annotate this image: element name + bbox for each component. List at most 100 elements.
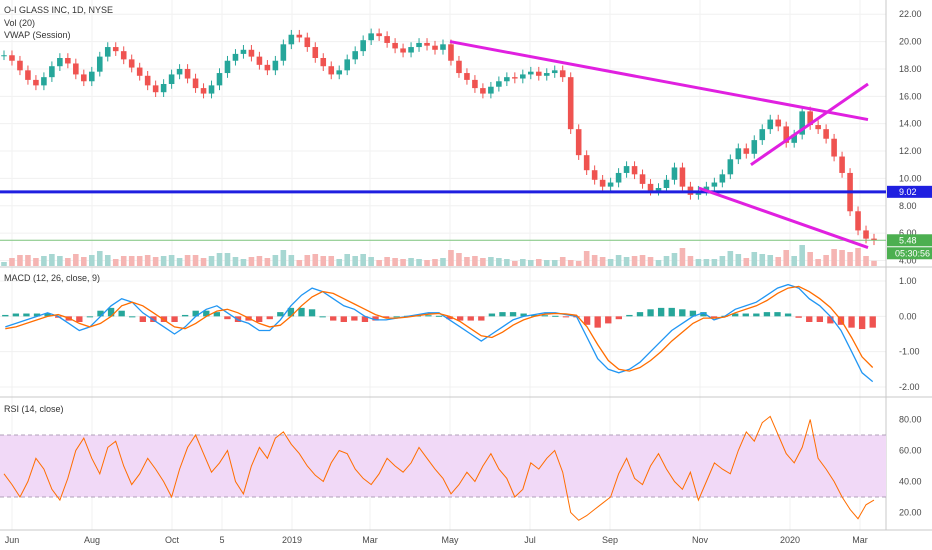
volume-bar xyxy=(297,260,303,266)
macd-histogram-bar xyxy=(468,316,474,320)
price-tick-label: 20.00 xyxy=(899,37,922,47)
price-tick-label: 22.00 xyxy=(899,9,922,19)
macd-histogram-bar xyxy=(298,308,304,316)
candle-body xyxy=(472,80,478,88)
volume-bar xyxy=(576,261,582,266)
volume-bar xyxy=(592,255,598,266)
volume-bar xyxy=(265,258,271,266)
candle-body xyxy=(65,58,71,63)
candle-body xyxy=(57,58,63,66)
macd-histogram-bar xyxy=(817,316,823,322)
price-tick-label: 10.00 xyxy=(899,173,922,183)
candle-body xyxy=(273,61,279,71)
macd-histogram-bar xyxy=(267,316,273,319)
volume-bar xyxy=(241,259,247,266)
candle-body xyxy=(831,139,837,157)
macd-histogram-bar xyxy=(13,314,19,317)
candle-body xyxy=(249,50,255,57)
candle-body xyxy=(384,36,390,43)
volume-bar xyxy=(97,251,103,266)
candle-body xyxy=(728,159,734,174)
candle-body xyxy=(855,211,861,230)
volume-bar xyxy=(121,256,127,266)
candle-body xyxy=(297,35,303,38)
macd-histogram-bar xyxy=(542,315,548,316)
volume-bar xyxy=(584,251,590,266)
volume-bar xyxy=(328,256,334,266)
volume-bar xyxy=(400,259,406,266)
macd-histogram-bar xyxy=(140,316,146,322)
rsi-band xyxy=(0,435,886,497)
volume-bar xyxy=(65,258,71,266)
macd-histogram-bar xyxy=(785,314,791,317)
macd-histogram-bar xyxy=(182,315,188,316)
macd-histogram-bar xyxy=(658,308,664,316)
macd-histogram-bar xyxy=(256,316,262,322)
volume-bar xyxy=(704,259,710,266)
candle-body xyxy=(105,47,111,57)
volume-bar xyxy=(767,255,773,266)
rsi-tick-label: 80.00 xyxy=(899,415,922,425)
volume-bar xyxy=(831,249,837,266)
macd-histogram-bar xyxy=(319,316,325,317)
rsi-tick-label: 40.00 xyxy=(899,477,922,487)
volume-bar xyxy=(105,255,111,266)
volume-bar xyxy=(368,257,374,266)
candle-body xyxy=(257,57,263,65)
macd-tick-label: -2.00 xyxy=(899,382,920,392)
price-axis: 4.00 6.00 8.00 10.00 12.00 14.00 16.00 18.00 20.… xyxy=(887,9,932,517)
macd-histogram-bar xyxy=(277,312,283,316)
candle-body xyxy=(177,69,183,74)
macd-histogram-bar xyxy=(743,314,749,317)
price-tick-label: 8.00 xyxy=(899,201,917,211)
candle-body xyxy=(41,77,47,85)
volume-bar xyxy=(1,262,7,266)
candle-body xyxy=(153,85,159,92)
macd-histogram-bar xyxy=(795,316,801,317)
candle-body xyxy=(751,140,757,154)
volume-bar xyxy=(352,256,358,266)
macd-histogram-bar xyxy=(679,309,685,316)
volume-bar xyxy=(336,259,342,266)
volume-bar xyxy=(632,256,638,266)
candle-body xyxy=(432,46,438,50)
candle-body xyxy=(560,70,566,77)
candle-body xyxy=(823,129,829,139)
macd-histogram-bar xyxy=(224,316,230,319)
volume-bar xyxy=(408,258,414,266)
volume-bar xyxy=(233,257,239,266)
macd-histogram-bar xyxy=(23,314,29,317)
candle-body xyxy=(504,77,510,81)
volume-bar xyxy=(720,256,726,266)
price-tick-label: 14.00 xyxy=(899,119,922,129)
level-badge: 9.02 xyxy=(899,187,917,197)
candle-body xyxy=(320,58,326,66)
candle-body xyxy=(552,70,558,73)
volume-bar xyxy=(273,255,279,266)
time-tick-label: Aug xyxy=(84,535,100,545)
macd-histogram-bar xyxy=(351,316,357,320)
candle-body xyxy=(368,33,374,40)
volume-bar xyxy=(728,251,734,266)
price-tick-label: 12.00 xyxy=(899,146,922,156)
candle-body xyxy=(672,167,678,179)
volume-bar xyxy=(320,256,326,266)
candle-body xyxy=(129,59,135,67)
candle-body xyxy=(416,43,422,47)
last-price-badge: 5.48 xyxy=(899,235,917,245)
candle-body xyxy=(376,33,382,36)
volume-bar xyxy=(680,248,686,266)
candle-body xyxy=(744,148,750,153)
candle-body xyxy=(33,80,39,85)
macd-histogram-bar xyxy=(76,316,82,322)
volume-bar xyxy=(799,245,805,266)
volume-bar xyxy=(169,255,175,266)
candle-body xyxy=(392,43,398,48)
volume-bar xyxy=(249,257,255,266)
candle-body xyxy=(89,72,95,82)
time-tick-label: Oct xyxy=(165,535,180,545)
candle-body xyxy=(520,74,526,78)
volume-bar xyxy=(672,253,678,266)
macd-histogram-bar xyxy=(118,311,124,317)
candle-body xyxy=(336,70,342,74)
